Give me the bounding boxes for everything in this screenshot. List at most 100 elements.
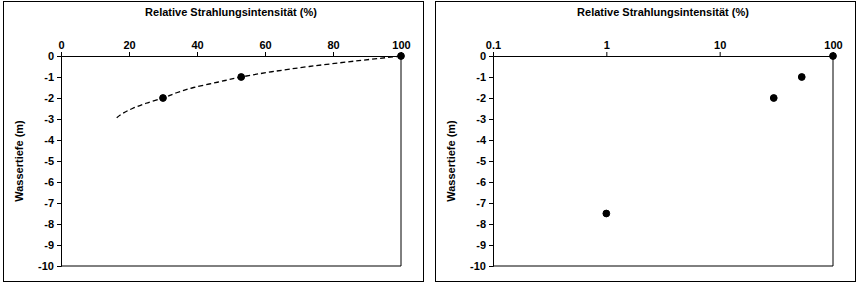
x-tick: 80 [327, 39, 339, 56]
y-tick-mark [57, 203, 61, 204]
y-tick-mark [57, 140, 61, 141]
chart: 0 20 40 60 80 100 0 -1 -2 -3 -4 -5 -6 -7 -8 -9 -10 Relati… [13, 6, 411, 272]
x-tick-label: 20 [123, 39, 135, 51]
x-tick-label: 0 [58, 39, 64, 51]
plot-frame [61, 266, 401, 267]
x-tick-mark [493, 52, 494, 56]
x-tick: 10 [714, 39, 726, 56]
data-point [830, 53, 837, 60]
y-axis: 0 -1 -2 -3 -4 -5 -6 -7 -8 -9 -10 [470, 50, 493, 272]
y-tick: -2 [476, 92, 493, 104]
x-tick-label: 10 [714, 39, 726, 51]
x-tick: 60 [259, 39, 271, 56]
y-tick: -5 [44, 155, 61, 167]
x-axis: 0 20 40 60 80 100 [58, 39, 410, 57]
y-tick-mark [57, 161, 61, 162]
panel-frame [436, 2, 856, 282]
x-axis: 0.1 1 10 100 [486, 39, 843, 57]
y-tick-mark [489, 203, 493, 204]
y-tick-label: -10 [470, 260, 486, 272]
y-tick-label: -6 [476, 176, 486, 188]
y-tick-label: -8 [476, 218, 486, 230]
y-tick-mark [57, 56, 61, 57]
y-tick: -5 [476, 155, 493, 167]
y-tick-mark [489, 77, 493, 78]
y-tick-label: -5 [44, 155, 54, 167]
y-tick: -3 [44, 113, 61, 125]
y-tick-mark [489, 182, 493, 183]
x-tick-label: 1 [604, 39, 610, 51]
y-tick-label: -4 [476, 134, 487, 146]
y-axis-line [489, 57, 494, 267]
x-tick: 20 [123, 39, 135, 56]
y-tick-label: -2 [476, 92, 486, 104]
y-tick: -2 [44, 92, 61, 104]
y-tick-label: -10 [38, 260, 54, 272]
y-axis-title: Wassertiefe (m) [13, 120, 25, 202]
y-axis: 0 -1 -2 -3 -4 -5 -6 -7 -8 -9 -10 [38, 50, 61, 272]
x-tick-mark [720, 52, 721, 56]
y-axis-title: Wassertiefe (m) [445, 120, 457, 202]
y-tick-label: -8 [44, 218, 54, 230]
y-tick: -10 [470, 260, 493, 272]
y-tick: -10 [38, 260, 61, 272]
data-point [398, 53, 405, 60]
plot-frame [401, 56, 402, 266]
y-tick: 0 [48, 50, 61, 62]
y-tick-mark [57, 266, 61, 267]
x-tick-label: 40 [191, 39, 203, 51]
y-tick-label: -9 [476, 239, 486, 251]
y-tick-mark [57, 224, 61, 225]
panel-frame [4, 2, 424, 282]
y-tick-mark [489, 161, 493, 162]
plot-area [115, 53, 404, 119]
x-tick: 40 [191, 39, 203, 56]
y-tick: -6 [476, 176, 493, 188]
x-tick-label: 100 [392, 39, 410, 51]
y-tick: -1 [476, 71, 493, 83]
y-tick-mark [489, 245, 493, 246]
y-tick-label: 0 [48, 50, 54, 62]
y-tick: -9 [44, 239, 61, 251]
x-tick-mark [265, 52, 266, 56]
x-tick-label: 100 [824, 39, 842, 51]
plot-frame [493, 266, 833, 267]
x-axis-title: Relative Strahlungsintensität (%) [145, 6, 317, 18]
y-tick-label: 0 [480, 50, 486, 62]
x-tick: 0 [58, 39, 64, 56]
y-tick-mark [489, 140, 493, 141]
data-point [798, 74, 805, 81]
x-tick-mark [333, 52, 334, 56]
y-tick: 0 [480, 50, 493, 62]
y-tick-mark [489, 56, 493, 57]
x-tick-label: 0.1 [486, 39, 501, 51]
y-tick: -1 [44, 71, 61, 83]
trend-line [115, 56, 401, 119]
y-tick: -9 [476, 239, 493, 251]
x-tick-mark [129, 52, 130, 56]
data-point [770, 95, 777, 102]
y-tick-mark [57, 182, 61, 183]
y-axis-line [57, 57, 62, 267]
y-tick: -4 [476, 134, 493, 146]
y-tick: -8 [44, 218, 61, 230]
y-tick-label: -1 [44, 71, 54, 83]
y-tick-label: -9 [44, 239, 54, 251]
y-tick: -4 [44, 134, 61, 146]
x-axis-line [62, 52, 402, 57]
chart-canvas: 0204060801000-1-2-3-4-5-6-7-8-9-10Relati… [0, 0, 860, 284]
y-tick-label: -7 [476, 197, 486, 209]
y-tick-label: -4 [44, 134, 55, 146]
x-tick-label: 80 [327, 39, 339, 51]
y-tick: -3 [476, 113, 493, 125]
x-tick-label: 60 [259, 39, 271, 51]
y-tick: -8 [476, 218, 493, 230]
x-tick: 0.1 [486, 39, 501, 56]
x-tick-mark [197, 52, 198, 56]
chart: 0.11101000-1-2-3-4-5-6-7-8-9-10Relative … [445, 6, 843, 272]
y-tick-mark [489, 98, 493, 99]
y-tick: -7 [44, 197, 61, 209]
y-tick: -6 [44, 176, 61, 188]
y-tick-label: -3 [44, 113, 54, 125]
y-tick-label: -6 [44, 176, 54, 188]
